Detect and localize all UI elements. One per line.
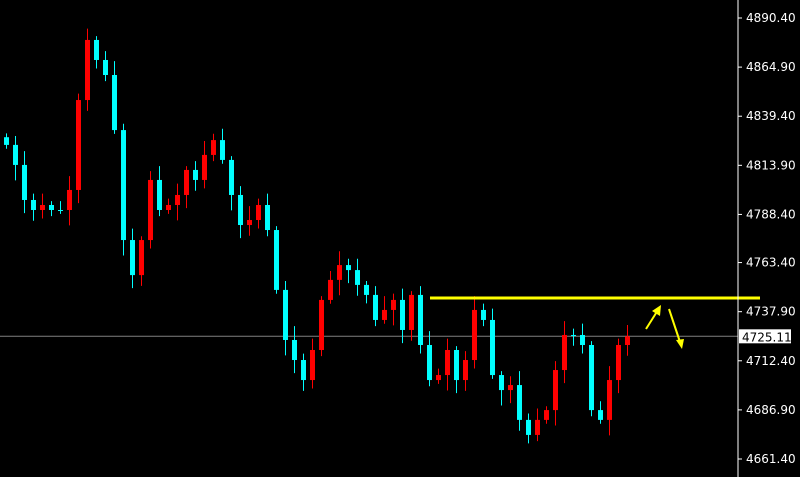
candle-body bbox=[103, 59, 108, 76]
candle-body bbox=[364, 284, 369, 295]
candle-body bbox=[157, 179, 162, 210]
candle-body bbox=[571, 334, 576, 336]
y-tick-label: 4839.40 bbox=[746, 109, 796, 123]
candle-body bbox=[517, 385, 522, 420]
candle-body bbox=[256, 204, 261, 221]
candle-body bbox=[211, 140, 216, 155]
candle-body bbox=[391, 299, 396, 310]
y-tick-label: 4890.40 bbox=[746, 11, 796, 25]
y-tick-label: 4712.40 bbox=[746, 354, 796, 368]
candle-body bbox=[436, 375, 441, 381]
candle-body bbox=[247, 220, 252, 226]
arrow-up-head-icon bbox=[652, 305, 661, 316]
candle-body bbox=[40, 204, 45, 210]
candle-body bbox=[193, 169, 198, 180]
candle-body bbox=[130, 240, 135, 276]
candle-body bbox=[148, 179, 153, 241]
candle-body bbox=[454, 350, 459, 381]
y-tick-label: 4813.90 bbox=[746, 158, 796, 172]
y-tick-label: 4686.90 bbox=[746, 403, 796, 417]
y-tick-label: 4661.40 bbox=[746, 452, 796, 466]
candle-body bbox=[508, 385, 513, 391]
candle-body bbox=[76, 100, 81, 190]
candle-body bbox=[382, 309, 387, 320]
candle-body bbox=[445, 350, 450, 376]
candle-body bbox=[31, 199, 36, 210]
candle-body bbox=[121, 130, 126, 241]
candle-body bbox=[373, 294, 378, 320]
y-tick-label: 4763.40 bbox=[746, 256, 796, 270]
candle-body bbox=[274, 230, 279, 290]
candle-body bbox=[544, 410, 549, 420]
candle-body bbox=[319, 299, 324, 351]
candle-body bbox=[481, 309, 486, 320]
candle-body bbox=[202, 154, 207, 180]
candle-body bbox=[346, 265, 351, 271]
candle-body bbox=[67, 189, 72, 210]
candle-body bbox=[355, 270, 360, 285]
y-tick-label: 4788.40 bbox=[746, 207, 796, 221]
candle-body bbox=[175, 194, 180, 205]
candle-body bbox=[292, 339, 297, 361]
candle-body bbox=[22, 164, 27, 200]
candle-body bbox=[265, 204, 270, 231]
candle-body bbox=[418, 294, 423, 345]
candle-body bbox=[463, 360, 468, 381]
candle-body bbox=[535, 419, 540, 435]
candle-body bbox=[238, 194, 243, 226]
candle-body bbox=[427, 344, 432, 381]
candle-body bbox=[184, 169, 189, 195]
candle-body bbox=[301, 360, 306, 381]
candle-body bbox=[85, 39, 90, 101]
candle-body bbox=[49, 204, 54, 210]
candle-body bbox=[400, 299, 405, 330]
candle-body bbox=[472, 309, 477, 361]
candle-body bbox=[220, 140, 225, 160]
candle-body bbox=[490, 319, 495, 376]
candle-body bbox=[589, 344, 594, 411]
arrow-down-icon bbox=[668, 308, 681, 343]
candle-body bbox=[283, 289, 288, 340]
candle-body bbox=[112, 75, 117, 131]
y-tick-label: 4737.90 bbox=[746, 305, 796, 319]
candle-body bbox=[562, 334, 567, 371]
candle-body bbox=[553, 370, 558, 411]
candle-body bbox=[598, 410, 603, 420]
candle-body bbox=[499, 375, 504, 391]
candle-body bbox=[58, 209, 63, 211]
candle-body bbox=[616, 344, 621, 381]
candle-body bbox=[94, 39, 99, 60]
candle-body bbox=[139, 240, 144, 276]
y-tick-label: 4864.90 bbox=[746, 60, 796, 74]
current-price-badge bbox=[739, 329, 791, 344]
arrow-down-head-icon bbox=[676, 339, 684, 349]
candle-body bbox=[310, 350, 315, 381]
candle-body bbox=[337, 265, 342, 280]
current-price-label: 4725.11 bbox=[742, 330, 792, 344]
candle-body bbox=[607, 380, 612, 420]
candle-body bbox=[229, 159, 234, 195]
candle-body bbox=[580, 334, 585, 345]
candle-body bbox=[166, 204, 171, 210]
candle-body bbox=[13, 144, 18, 165]
candle-body bbox=[328, 279, 333, 300]
candle-body bbox=[625, 336, 630, 345]
candle-body bbox=[526, 419, 531, 435]
candle-body bbox=[4, 137, 9, 145]
candle-body bbox=[409, 294, 414, 330]
